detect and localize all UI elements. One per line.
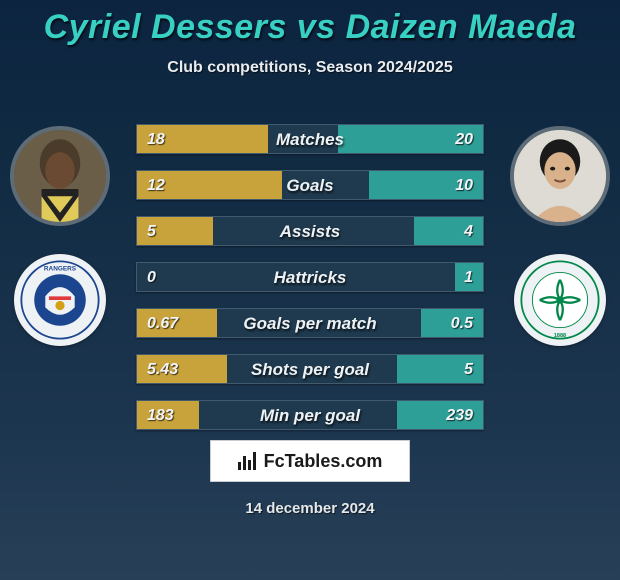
svg-text:RANGERS: RANGERS <box>44 266 77 273</box>
person-icon <box>14 130 106 222</box>
right-value: 5 <box>454 355 483 385</box>
club-crest-icon: 1888 <box>514 254 606 346</box>
player-right-avatar <box>510 126 610 226</box>
stat-row: 183239Min per goal <box>136 400 484 430</box>
stat-row: 0 1Hattricks <box>136 262 484 292</box>
player-left-avatar <box>10 126 110 226</box>
stat-row: 1210Goals <box>136 170 484 200</box>
right-value: 1 <box>454 263 483 293</box>
stat-row: 5.435Shots per goal <box>136 354 484 384</box>
right-value: 239 <box>436 401 483 431</box>
stat-label: Hattricks <box>137 263 483 293</box>
right-value: 10 <box>445 171 483 201</box>
right-value: 4 <box>454 217 483 247</box>
stat-row: 0.670.5Goals per match <box>136 308 484 338</box>
svg-text:1888: 1888 <box>554 333 566 339</box>
left-value: 5.43 <box>137 355 188 385</box>
left-value: 5 <box>137 217 166 247</box>
date-label: 14 december 2024 <box>0 500 620 517</box>
page-subtitle: Club competitions, Season 2024/2025 <box>0 59 620 77</box>
bars-icon <box>238 452 258 470</box>
site-logo: FcTables.com <box>210 440 410 482</box>
left-value: 0.67 <box>137 309 188 339</box>
stat-row: 54Assists <box>136 216 484 246</box>
person-icon <box>514 130 606 222</box>
page-title: Cyriel Dessers vs Daizen Maeda <box>0 0 620 47</box>
club-crest-icon: RANGERS <box>14 254 106 346</box>
stat-bars: 1820Matches1210Goals54Assists01Hattricks… <box>136 124 484 446</box>
left-value: 18 <box>137 125 175 155</box>
logo-text: FcTables.com <box>264 451 383 472</box>
club-left-badge: RANGERS <box>14 254 106 346</box>
club-right-badge: 1888 <box>514 254 606 346</box>
left-value: 183 <box>137 401 184 431</box>
right-value: 0.5 <box>441 309 483 339</box>
right-value: 20 <box>445 125 483 155</box>
left-value: 12 <box>137 171 175 201</box>
left-value: 0 <box>137 263 166 293</box>
comparison-card: Cyriel Dessers vs Daizen Maeda Club comp… <box>0 0 620 580</box>
stat-row: 1820Matches <box>136 124 484 154</box>
